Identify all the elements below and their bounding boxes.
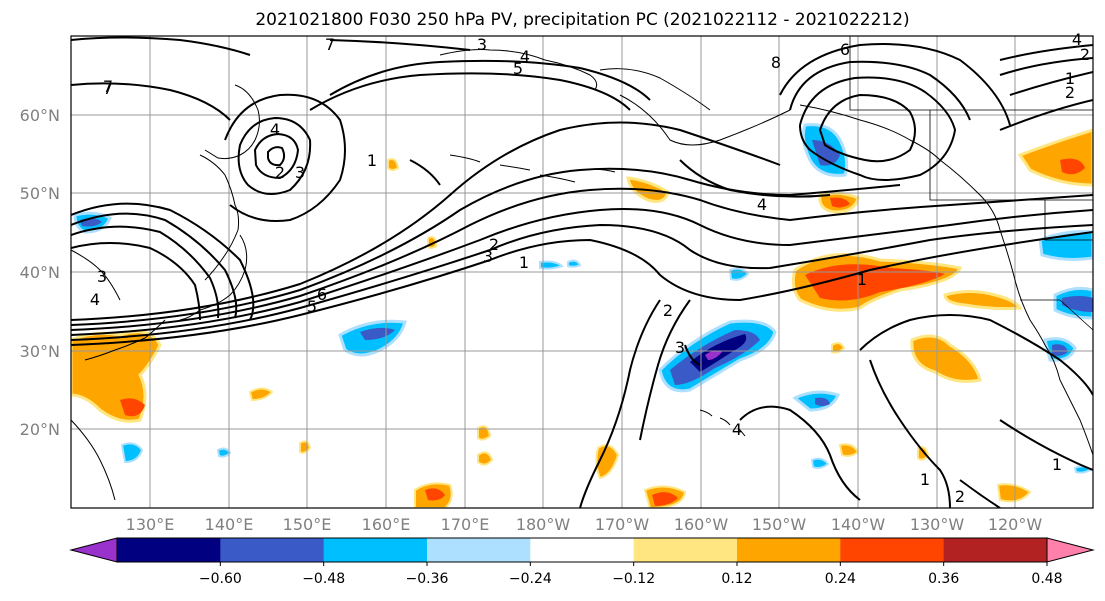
colorbar-swatch [220,538,325,562]
contour-label: 1 [920,470,930,489]
lon-tick: 150°E [283,515,332,534]
colorbar-tick-label: −0.24 [509,571,552,587]
map-title: 2021021800 F030 250 hPa PV, precipitatio… [255,10,910,30]
contour-label: 4 [732,420,742,439]
colorbar-extend-low [69,537,118,563]
colorbar-swatch [943,538,1048,562]
contour-label: 6 [317,285,327,304]
contour-label: 2 [955,487,965,506]
contour-label: 3 [477,35,487,54]
colorbar-swatch [117,538,221,562]
contour-label: 1 [367,151,377,170]
lat-tick: 20°N [20,420,60,439]
coastlines [71,36,1093,501]
lon-tick: 120°W [988,515,1043,534]
contour-label: 3 [675,338,685,357]
colorbar-swatch [737,538,841,562]
contour-label: 1 [519,253,529,272]
lat-tick: 50°N [20,184,60,203]
contour-label: 2 [1080,45,1090,64]
colorbar-swatch [427,538,531,562]
contour-label: 1 [1065,69,1075,88]
latitude-axis: 60°N 50°N 40°N 30°N 20°N [20,106,60,439]
lon-tick: 140°E [205,515,254,534]
lon-tick: 130°W [910,515,965,534]
contour-label: 4 [270,120,280,139]
contour-label: 2 [1065,83,1075,102]
contour-label: 8 [771,53,781,72]
contour-label: 4 [757,195,767,214]
colorbar-border [116,537,1048,563]
lon-tick: 160°W [674,515,729,534]
lon-tick: 180°W [516,515,571,534]
lon-tick: 140°W [831,515,886,534]
contour-label: 3 [97,267,107,286]
longitude-axis: 130°E 140°E 150°E 160°E 170°E 180°W 170°… [126,515,1043,534]
colorbar-tick-label: 0.48 [1031,571,1062,587]
contour-label: 7 [103,79,113,98]
colorbar: −0.60 −0.48 −0.36 −0.24 −0.12 0.12 0.24 0.36 0.4… [69,537,1095,587]
colorbar-swatch [633,538,738,562]
colorbar-tick-label: −0.60 [199,571,242,587]
contour-label: 1 [857,270,867,289]
contour-label: 3 [483,247,493,266]
contour-label: 7 [325,35,335,54]
colorbar-tick-label: −0.36 [406,571,449,587]
colorbar-swatch [530,538,635,562]
contour-label: 2 [489,235,499,254]
colorbar-tick-label: −0.12 [612,571,655,587]
lat-tick: 30°N [20,342,60,361]
lat-tick: 60°N [20,106,60,125]
colorbar-tick-label: 0.36 [928,571,959,587]
lat-tick: 40°N [20,263,60,282]
contour-label: 3 [295,163,305,182]
contour-label: 7 [103,77,113,96]
contour-label: 4 [520,47,530,66]
pv-contours [71,36,1093,508]
lon-tick: 130°E [126,515,175,534]
colorbar-tick-label: 0.12 [721,571,752,587]
lon-tick: 150°W [752,515,807,534]
contour-label: 6 [840,40,850,59]
contour-label: 2 [663,301,673,320]
contour-label: 5 [307,297,317,316]
contour-label: 5 [513,59,523,78]
map-frame [70,35,1094,509]
precip-shading [71,123,1093,508]
graticule [71,36,1093,508]
colorbar-swatch [840,538,945,562]
contour-label: 2 [275,163,285,182]
colorbar-tick-label: 0.24 [825,571,856,587]
colorbar-extend-high [1046,537,1095,563]
contour-label: 4 [90,290,100,309]
lon-tick: 170°W [595,515,650,534]
contour-label: 1 [1052,455,1062,474]
colorbar-tick-label: −0.48 [302,571,345,587]
colorbar-swatch [323,538,428,562]
lon-tick: 170°E [441,515,490,534]
contour-label: 4 [1072,30,1082,49]
lon-tick: 160°E [362,515,411,534]
